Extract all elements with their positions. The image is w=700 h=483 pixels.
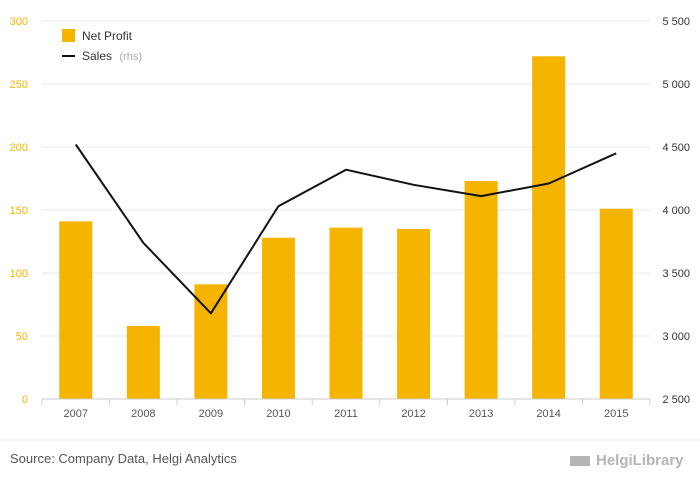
y2-tick-label-5000: 5 000: [662, 79, 690, 91]
x-tick-label-2014: 2014: [536, 408, 560, 420]
legend: Net Profit Sales (rhs): [62, 29, 142, 63]
bar-2013: [464, 181, 498, 399]
x-tick-label-2010: 2010: [266, 408, 290, 420]
bar-2011: [329, 227, 363, 399]
legend-net-profit-swatch: [62, 29, 75, 42]
x-tick-label-2012: 2012: [401, 408, 425, 420]
x-tick-label-2009: 2009: [199, 408, 223, 420]
y2-tick-label-3500: 3 500: [662, 268, 690, 280]
library-icon: [570, 456, 590, 466]
line-series-sales: [74, 143, 617, 315]
y2-tick-label-4000: 4 000: [662, 205, 690, 217]
bar-2008: [126, 325, 160, 399]
y2-tick-label-3000: 3 000: [662, 331, 690, 343]
y-tick-label-300: 300: [10, 16, 28, 28]
bar-2010: [261, 237, 295, 399]
x-tick-label-2015: 2015: [604, 408, 628, 420]
brand-name: HelgiLibrary: [596, 452, 684, 469]
source-note: Source: Company Data, Helgi Analytics: [10, 451, 237, 466]
y2-tick-label-5500: 5 500: [662, 16, 690, 28]
bar-2014: [532, 56, 566, 399]
y-tick-label-0: 0: [22, 394, 28, 406]
y2-tick-label-2500: 2 500: [662, 394, 690, 406]
helgi-library-logo: HelgiLibrary: [570, 452, 684, 469]
bar-2012: [397, 228, 431, 399]
y2-tick-label-4500: 4 500: [662, 142, 690, 154]
bar-2015: [599, 208, 633, 399]
x-tick-label-2008: 2008: [131, 408, 155, 420]
legend-sales-name: Sales: [82, 49, 112, 63]
y-tick-label-50: 50: [16, 331, 28, 343]
bar-2007: [59, 221, 93, 399]
y-tick-label-250: 250: [10, 79, 28, 91]
bar-series-net-profit: [59, 56, 633, 399]
axes: 0 50 100 150 200 250 300 2 500 3 000 3 500 4 000 4 …: [10, 16, 690, 420]
y-tick-label-100: 100: [10, 268, 28, 280]
legend-net-profit-label: Net Profit: [82, 29, 133, 43]
legend-sales-label: Sales (rhs): [82, 49, 142, 63]
legend-sales-rhs: (rhs): [119, 51, 142, 63]
x-tick-label-2007: 2007: [64, 408, 88, 420]
x-tick-label-2013: 2013: [469, 408, 493, 420]
y-tick-label-200: 200: [10, 142, 28, 154]
bar-2009: [194, 284, 228, 399]
x-tick-label-2011: 2011: [334, 408, 358, 420]
y-tick-label-150: 150: [10, 205, 28, 217]
